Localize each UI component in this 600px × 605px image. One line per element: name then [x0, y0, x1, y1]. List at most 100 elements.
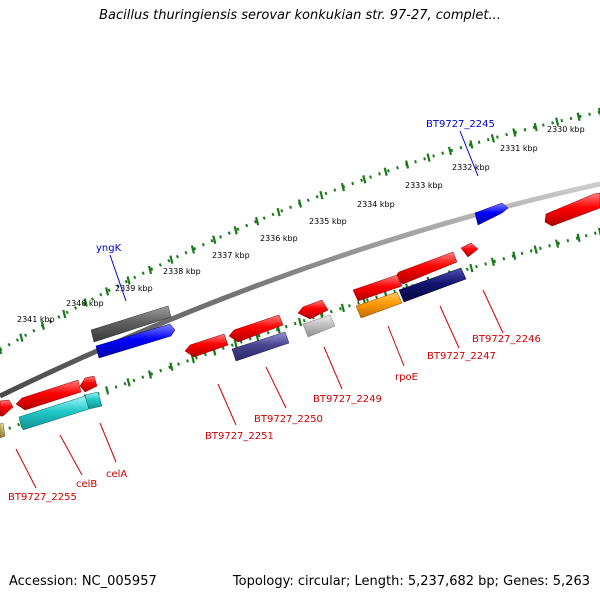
gene-feature[interactable] [228, 314, 284, 343]
ruler-label: 2338 kbp [163, 267, 201, 276]
gene-label-bt9727-2245[interactable]: BT9727_2245 [426, 119, 495, 130]
gene-feature[interactable] [460, 242, 479, 258]
label-leader-line [15, 448, 37, 489]
ruler-tick [405, 160, 410, 169]
ruler-tick [19, 333, 24, 342]
gene-feature[interactable] [79, 375, 98, 393]
label-leader-line [59, 434, 83, 476]
ruler-label: 2334 kbp [357, 200, 395, 209]
ruler-tick [533, 122, 538, 132]
gene-feature[interactable] [297, 299, 329, 320]
ruler-tick [147, 265, 153, 275]
ruler-tick [362, 175, 367, 184]
gene-feature[interactable] [184, 333, 229, 358]
ruler-tick [340, 303, 345, 313]
gene-feature[interactable] [398, 267, 467, 303]
gene-label-bt9727-2251[interactable]: BT9727_2251 [205, 431, 274, 442]
ruler-tick [297, 199, 303, 208]
gene-feature[interactable] [0, 422, 6, 439]
ruler-tick [276, 207, 281, 217]
ruler-label: 2341 kbp [17, 315, 55, 324]
genome-title: Bacillus thuringiensis serovar konkukian… [99, 8, 501, 23]
gene-feature[interactable] [302, 314, 336, 338]
ruler-label: 2330 kbp [547, 125, 585, 134]
label-leader-line [99, 422, 117, 463]
ruler-tick [555, 117, 560, 126]
ruler-tick [255, 216, 260, 226]
gene-label-rpoe[interactable]: rpoE [395, 372, 418, 383]
genome-summary-text: Topology: circular; Length: 5,237,682 bp… [232, 574, 590, 589]
forward-label-group: BT9727_2245 yngK [96, 119, 495, 302]
ruler-tick [233, 226, 238, 235]
ruler-tick [190, 245, 195, 254]
ruler-label: 2337 kbp [212, 251, 250, 260]
reverse-label-group: BT9727_2246 BT9727_2247 rpoE BT9727_2249… [8, 289, 541, 503]
gene-label-yngk[interactable]: yngK [96, 243, 122, 254]
gene-feature[interactable] [84, 391, 103, 410]
ruler-tick [555, 239, 560, 248]
ruler-tick [169, 255, 174, 264]
ruler-tick [83, 298, 88, 307]
ruler-tick [297, 317, 303, 327]
gene-feature[interactable] [231, 331, 290, 362]
label-leader-line [439, 305, 460, 349]
label-leader-line [217, 383, 237, 426]
ruler-label: 2332 kbp [452, 163, 490, 172]
gene-feature[interactable] [352, 274, 403, 302]
ruler-label: 2336 kbp [260, 234, 298, 243]
genome-backbone [0, 181, 600, 399]
ruler-tick [447, 146, 453, 156]
ruler-labels: 2330 kbp 2331 kbp 2332 kbp 2333 kbp 2334 kbp… [17, 125, 585, 324]
ruler-tick [190, 354, 195, 364]
ruler-tick [512, 251, 517, 260]
ruler-tick [105, 386, 110, 395]
ruler-tick [490, 257, 495, 267]
ruler-label: 2333 kbp [405, 181, 443, 190]
gene-feature[interactable] [0, 399, 14, 417]
forward-genes [90, 192, 600, 359]
gene-label-bt9727-2250[interactable]: BT9727_2250 [254, 414, 323, 425]
ruler-tick [469, 140, 474, 149]
ruler-label: 2340 kbp [66, 299, 104, 308]
ruler-tick [126, 276, 131, 285]
ruler-tick [0, 345, 3, 355]
ruler-tick [533, 245, 538, 254]
gene-feature[interactable] [355, 291, 403, 319]
ruler-tick [490, 134, 495, 143]
gene-label-bt9727-2249[interactable]: BT9727_2249 [313, 394, 382, 405]
ruler-tick [40, 321, 45, 330]
ruler-tick [383, 167, 388, 176]
ruler-tick [426, 153, 431, 162]
ruler-label: 2339 kbp [115, 284, 153, 293]
gene-label-bt9727-2246[interactable]: BT9727_2246 [472, 334, 541, 345]
gene-label-celb[interactable]: celB [76, 479, 97, 490]
accession-text: Accession: NC_005957 [9, 574, 157, 589]
ruler-tick [62, 309, 67, 319]
gene-feature[interactable] [474, 202, 509, 226]
ruler-tick [105, 287, 110, 296]
label-leader-line [482, 289, 504, 334]
ruler-tick [212, 235, 217, 244]
ruler-tick [147, 370, 153, 379]
label-leader-line [323, 346, 343, 390]
gene-label-bt9727-2247[interactable]: BT9727_2247 [427, 351, 496, 362]
label-leader-line [459, 130, 479, 177]
gene-feature[interactable] [95, 323, 176, 359]
ruler-tick [469, 263, 474, 273]
gene-feature[interactable] [15, 379, 82, 411]
ruler-tick [576, 112, 581, 121]
ruler-tick [597, 227, 600, 237]
label-leader-line [387, 325, 405, 367]
ruler-tick [576, 233, 581, 243]
gene-feature[interactable] [90, 305, 172, 343]
gene-feature[interactable] [544, 192, 600, 227]
ruler-tick [340, 182, 345, 192]
ruler-tick [512, 128, 517, 137]
gene-label-bt9727-2255[interactable]: BT9727_2255 [8, 492, 77, 503]
gene-label-cela[interactable]: celA [106, 469, 127, 480]
ruler-label: 2335 kbp [309, 217, 347, 226]
ruler-label: 2331 kbp [500, 144, 538, 153]
ruler-tick [319, 190, 324, 200]
